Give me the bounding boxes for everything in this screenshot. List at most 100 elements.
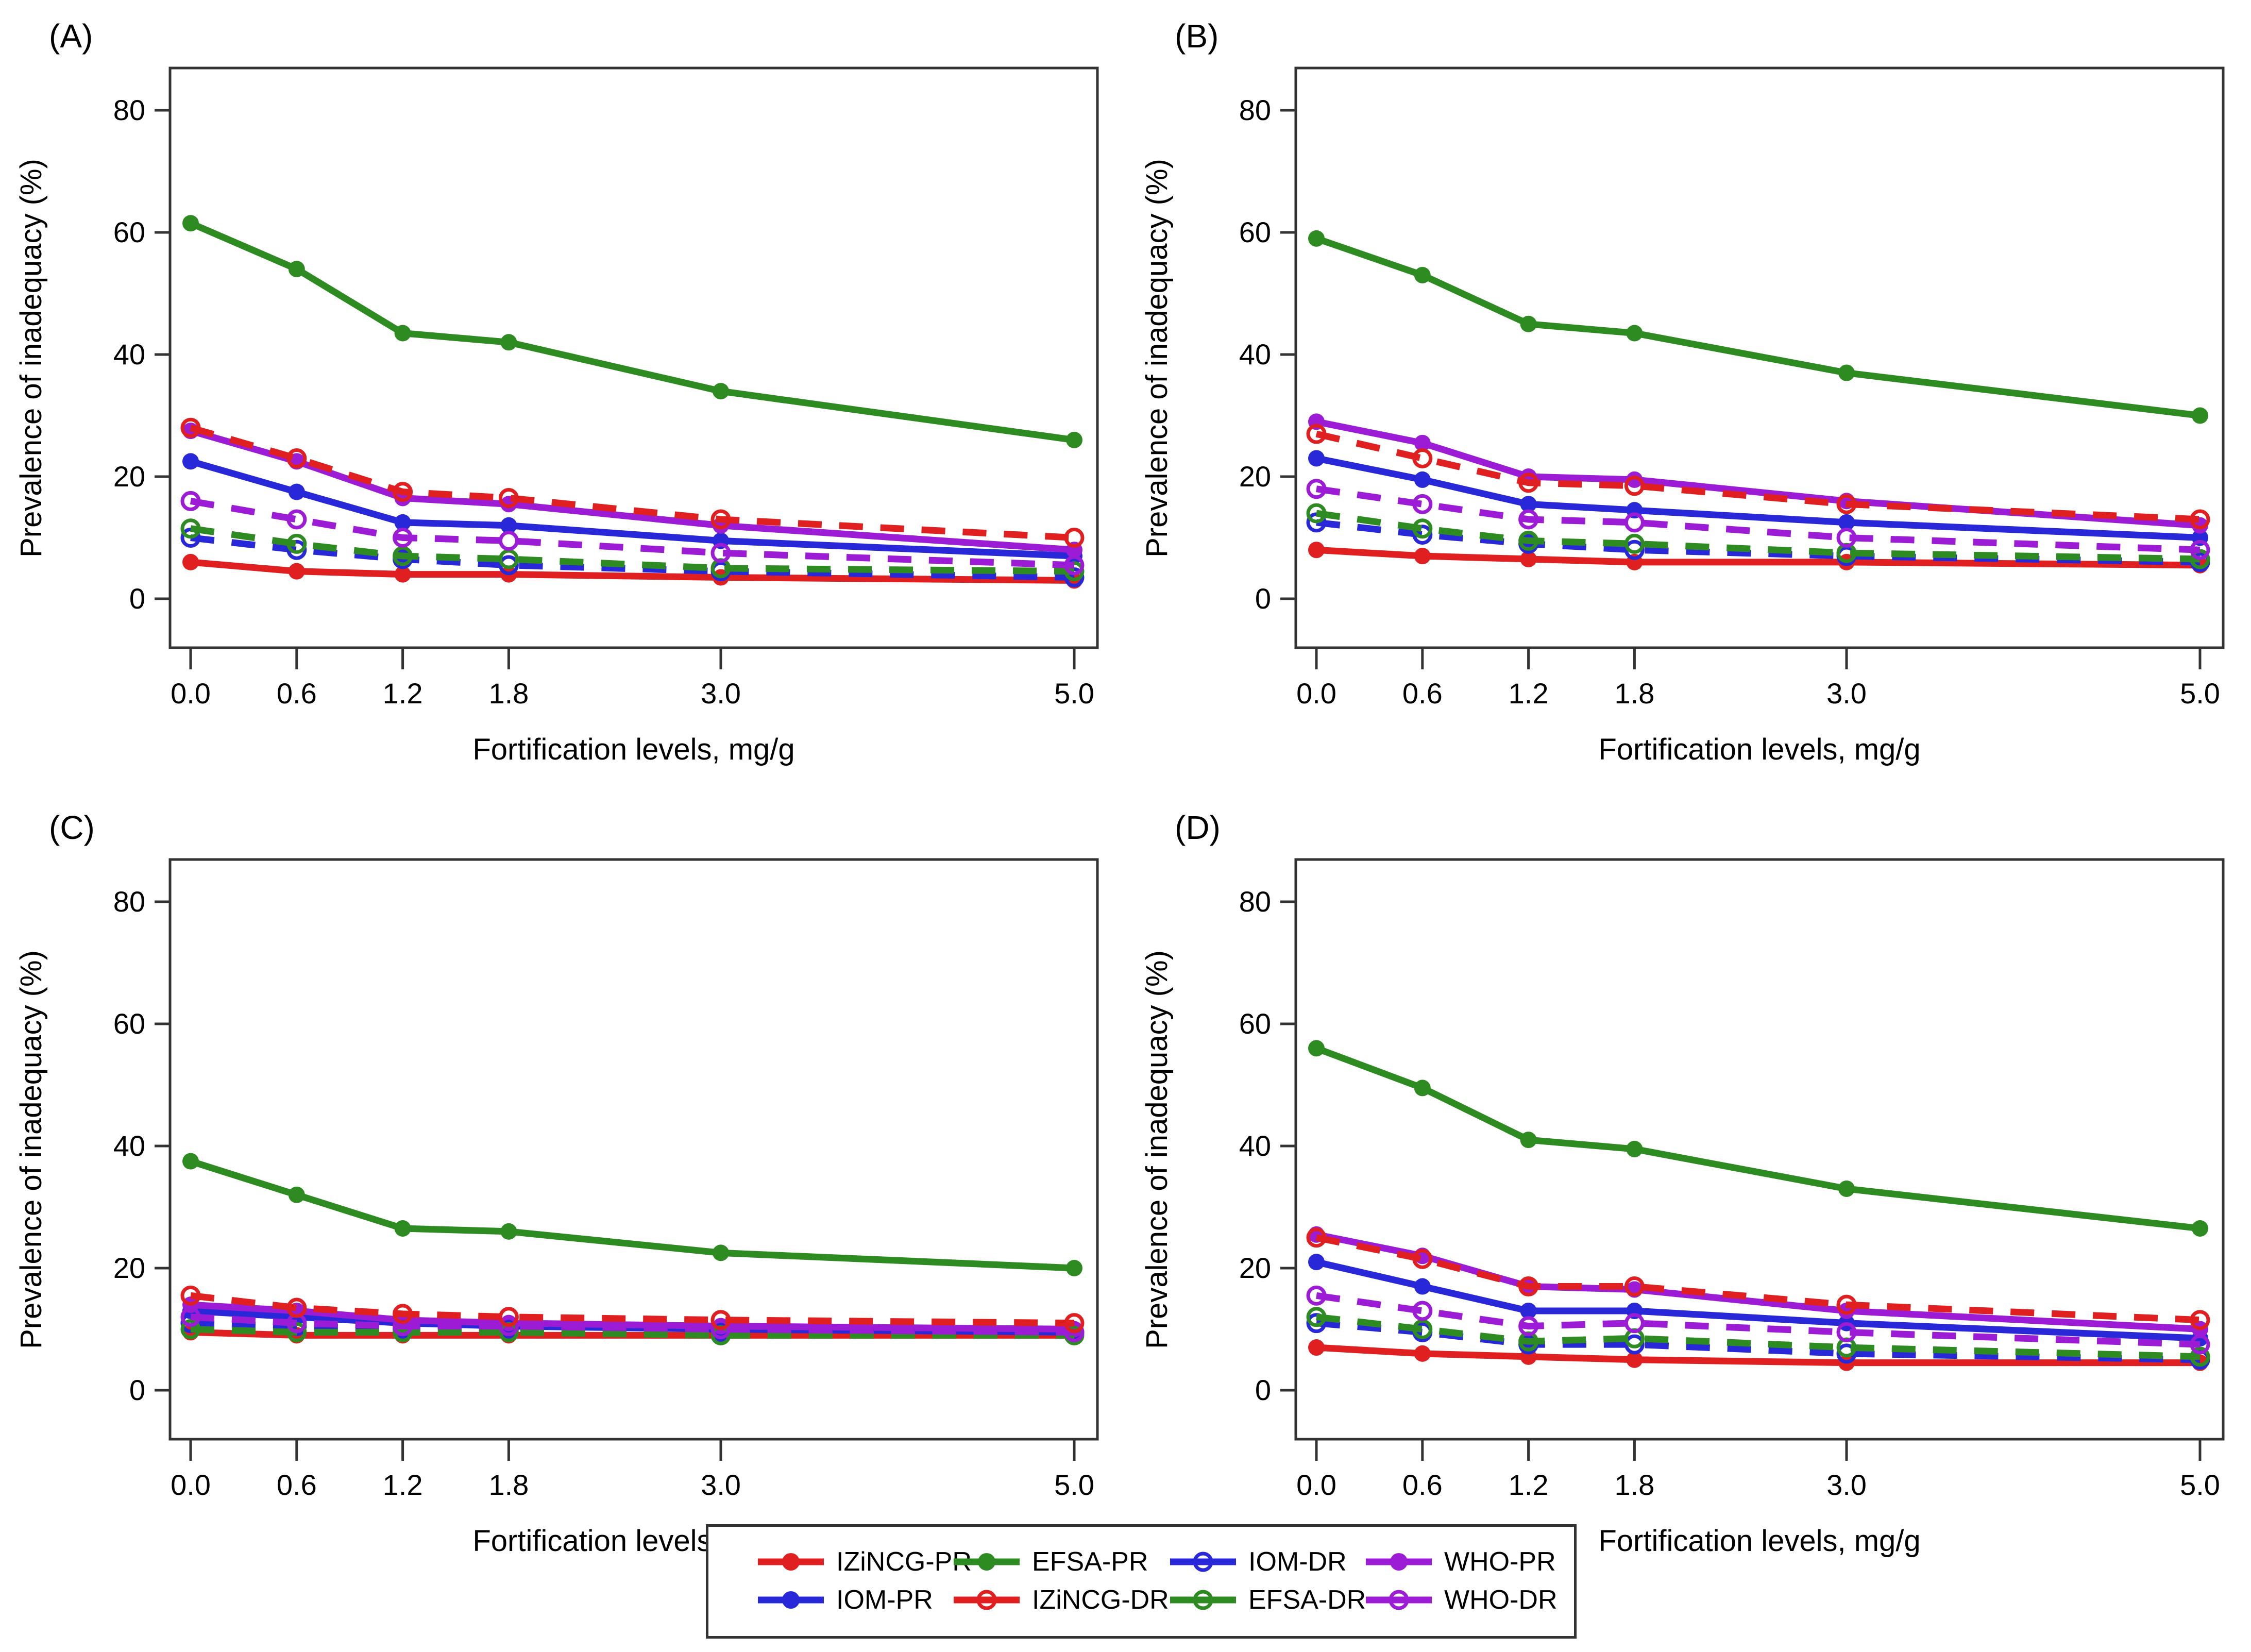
x-tick-label: 5.0: [1054, 677, 1094, 710]
data-point-WHO-DR: [180, 491, 201, 511]
data-point-IZiNCG-PR: [1414, 548, 1431, 565]
data-point-EFSA-PR: [394, 1220, 411, 1237]
legend-label: WHO-PR: [1444, 1547, 1556, 1577]
x-tick-label: 0.6: [277, 677, 317, 710]
plot-border: [168, 66, 1099, 649]
data-point-EFSA-PR: [500, 1223, 517, 1240]
data-point-EFSA-PR: [182, 1153, 199, 1170]
legend-marker-icon: [1193, 1590, 1213, 1610]
data-point-IZiNCG-DR: [1064, 528, 1085, 548]
y-tick-label: 80: [113, 885, 145, 918]
legend-label: IZiNCG-PR: [836, 1547, 972, 1577]
data-point-WHO-DR: [1836, 1322, 1857, 1342]
data-point-IZiNCG-DR: [498, 1307, 519, 1327]
x-tick-label: 1.2: [1509, 1469, 1549, 1501]
y-tick-label: 0: [129, 582, 145, 615]
legend-item-EFSA-DR: EFSA-DR: [1167, 1584, 1366, 1615]
series-line-EFSA-DR: [190, 525, 1075, 575]
legend-marker-icon: [782, 1553, 800, 1571]
data-point-EFSA-PR: [288, 1186, 305, 1203]
x-tick-label: 5.0: [2180, 1469, 2220, 1501]
legend-marker-icon: [1193, 1552, 1213, 1572]
data-point-IOM-PR: [1414, 1278, 1431, 1295]
y-tick-label: 40: [113, 1130, 145, 1162]
data-point-EFSA-PR: [1626, 1140, 1643, 1157]
y-tick-label: 80: [113, 94, 145, 126]
x-tick-label: 1.2: [1509, 677, 1549, 710]
x-tick-label: 1.8: [1614, 677, 1654, 710]
y-tick-label: 40: [113, 338, 145, 370]
data-point-EFSA-DR: [180, 518, 201, 539]
data-point-WHO-DR: [1412, 1301, 1433, 1321]
x-axis-title: Fortification levels, mg/g: [1598, 733, 1920, 766]
legend-item-IZiNCG-DR: IZiNCG-DR: [951, 1584, 1169, 1615]
y-tick-label: 20: [113, 1252, 145, 1284]
series-line-EFSA-PR: [189, 220, 1075, 444]
data-point-IOM-DR: [1836, 1343, 1857, 1364]
data-point-EFSA-DR: [286, 1322, 307, 1342]
panel-a: (A) Prevalence of inadequacy (%) 0 20 40 60…: [0, 6, 1125, 789]
data-point-IZiNCG-PR: [1308, 1339, 1325, 1356]
data-point-IOM-PR: [500, 517, 517, 534]
series-line-IZiNCG-PR: [190, 559, 1075, 584]
data-point-IOM-PR: [1308, 1254, 1325, 1271]
data-point-IOM-PR: [1520, 496, 1537, 513]
data-point-IZiNCG-DR: [2190, 509, 2210, 530]
plot-area: 0 20 40 60 80 0.0 0.6 1.2 1.8 3.0 5.0: [1239, 66, 2225, 710]
legend-label: WHO-DR: [1444, 1585, 1558, 1615]
data-point-WHO-PR: [1414, 434, 1431, 451]
x-tick-label: 1.8: [1614, 1469, 1654, 1501]
data-point-EFSA-DR: [1412, 518, 1433, 539]
legend-marker-icon: [978, 1553, 995, 1571]
x-tick-label: 0.0: [1296, 1469, 1336, 1501]
data-point-WHO-DR: [286, 509, 307, 530]
data-point-IOM-PR: [1308, 450, 1325, 467]
data-point-IZiNCG-DR: [1836, 494, 1857, 514]
legend-label: EFSA-DR: [1248, 1585, 1366, 1615]
data-point-IZiNCG-DR: [710, 509, 731, 530]
series-line-IOM-PR: [190, 458, 1075, 560]
data-point-WHO-DR: [2190, 540, 2210, 560]
data-point-WHO-DR: [393, 1316, 413, 1337]
x-tick-label: 3.0: [1826, 1469, 1867, 1501]
data-point-WHO-DR: [1624, 1313, 1645, 1334]
chart-c: (C) Prevalence of inadequacy (%) 0 20 40 60…: [14, 809, 1099, 1558]
y-tick-label: 0: [129, 1374, 145, 1406]
data-point-IZiNCG-DR: [1624, 1276, 1645, 1297]
series-line-WHO-DR: [190, 1313, 1075, 1336]
data-point-WHO-DR: [1624, 512, 1645, 533]
data-point-IZiNCG-DR: [1412, 1249, 1433, 1269]
x-tick-label: 1.2: [383, 677, 423, 710]
data-point-IZiNCG-DR: [1518, 1276, 1539, 1297]
y-tick-label: 40: [1239, 338, 1271, 370]
plot-area: 0 20 40 60 80 0.0 0.6 1.2 1.8 3.0 5.0: [113, 66, 1099, 710]
data-point-IOM-PR: [1838, 514, 1855, 531]
series-line-EFSA-DR: [1316, 1313, 2201, 1360]
data-point-IZiNCG-DR: [498, 487, 519, 508]
x-tick-label: 1.8: [488, 1469, 529, 1501]
data-point-IOM-PR: [182, 453, 199, 470]
data-point-IZiNCG-PR: [1520, 550, 1537, 567]
legend: IZiNCG-PR EFSA-PR IOM-DR WHO-PR IOM-PR IZiNCG…: [706, 1524, 1577, 1639]
data-point-EFSA-DR: [2190, 549, 2210, 569]
legend-label: IOM-DR: [1248, 1547, 1347, 1577]
data-point-IZiNCG-DR: [1836, 1294, 1857, 1315]
legend-key-icon: [758, 1591, 824, 1609]
data-point-WHO-DR: [180, 1307, 201, 1327]
data-point-IZiNCG-PR: [394, 566, 411, 583]
y-tick-label: 0: [1255, 1374, 1271, 1406]
data-point-WHO-DR: [1836, 528, 1857, 548]
data-point-EFSA-DR: [498, 549, 519, 569]
x-tick-label: 0.6: [1402, 1469, 1443, 1501]
chart-d: (D) Prevalence of inadequacy (%) 0 20 40 60…: [1140, 809, 2225, 1558]
data-point-EFSA-PR: [1520, 1132, 1537, 1149]
data-point-EFSA-PR: [2192, 1220, 2208, 1237]
panel-label: (B): [1175, 18, 1218, 55]
data-point-WHO-DR: [2190, 1334, 2210, 1355]
series-line-WHO-DR: [1316, 1292, 2201, 1348]
series-line-WHO-DR: [190, 497, 1075, 569]
data-point-WHO-DR: [498, 530, 519, 551]
series-line-IZiNCG-DR: [190, 424, 1075, 541]
panel-c: (C) Prevalence of inadequacy (%) 0 20 40 60…: [0, 798, 1125, 1581]
data-point-IOM-DR: [1624, 1334, 1645, 1355]
